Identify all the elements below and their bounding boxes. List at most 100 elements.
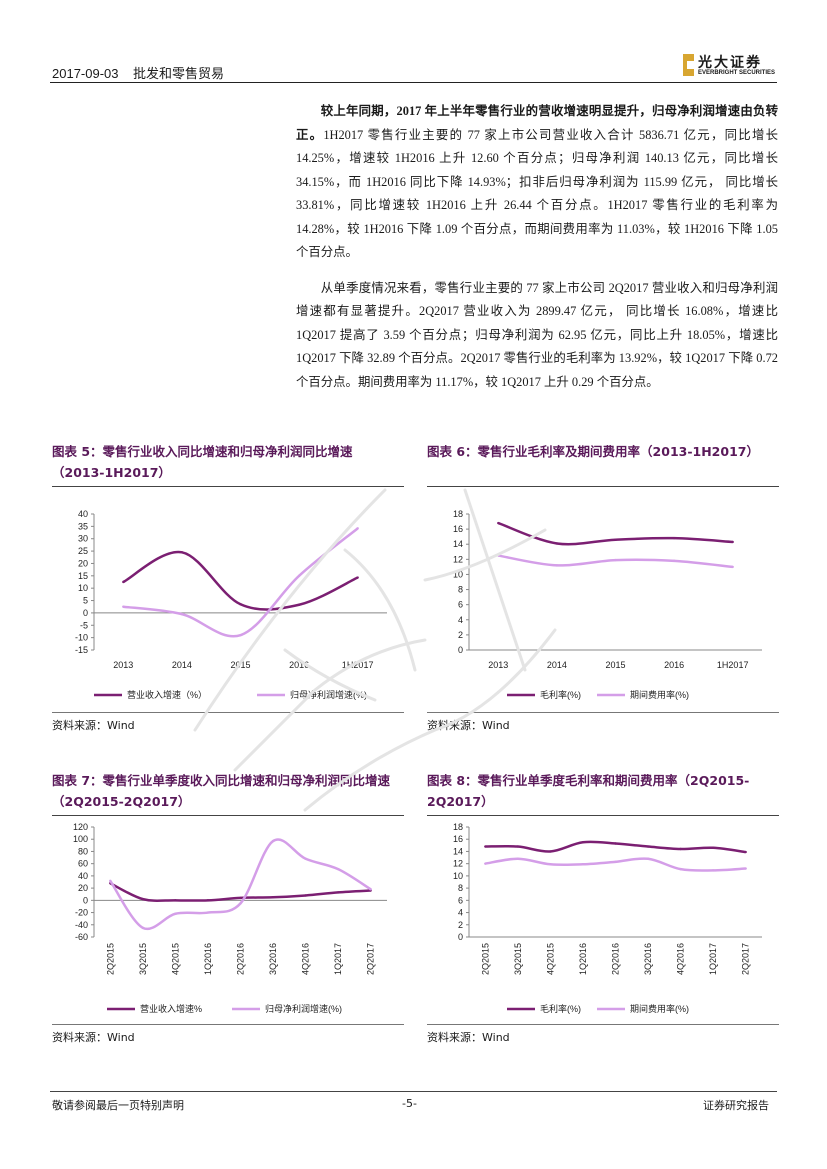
logo-name-en: EVERBRIGHT SECURITIES <box>698 70 776 76</box>
fig7-series-2-point <box>109 879 112 882</box>
fig5-series-2-point <box>239 633 242 637</box>
fig7-y-tick-label: -20 <box>75 908 88 918</box>
fig8-series-2-point <box>646 857 650 860</box>
fig6-y-tick-label: 0 <box>458 645 463 655</box>
paragraph-1-body: 1H2017 零售行业主要的 77 家上市公司营业收入合计 5836.71 亿元… <box>296 127 779 260</box>
fig6-y-tick-label: 2 <box>458 630 463 640</box>
fig8-source: 资料来源：Wind <box>427 1031 510 1044</box>
fig6-series-1-point <box>731 540 734 544</box>
fig5-y-tick-label: 5 <box>83 596 88 606</box>
fig6-series-2-point <box>672 559 676 563</box>
fig8-legend-label-2: 期间费用率(%) <box>630 1003 689 1014</box>
fig5-y-tick-label: 10 <box>78 583 88 593</box>
fig8-series-2-point <box>679 867 682 871</box>
fig6-legend-label-2: 期间费用率(%) <box>630 689 689 700</box>
fig8-series-2-point <box>744 867 747 870</box>
fig7-y-tick-label: -60 <box>75 932 88 942</box>
fig6-legend-label-1: 毛利率(%) <box>540 689 581 700</box>
fig8-y-tick-label: 18 <box>453 822 463 832</box>
fig7-source: 资料来源：Wind <box>52 1031 135 1044</box>
fig8-title: 图表 8：零售行业单季度毛利率和期间费用率（2Q2015-2Q2017） <box>427 773 750 809</box>
fig7-series-1-point <box>336 891 340 894</box>
fig6-series-1-point <box>555 542 559 545</box>
fig5-series-2-point <box>180 612 184 616</box>
fig6-y-tick-label: 4 <box>458 615 463 625</box>
fig8-x-tick-label: 2Q2016 <box>611 943 621 975</box>
fig5-series-1-point <box>356 576 359 579</box>
fig7-series-1-point <box>271 896 275 899</box>
fig8-series-2-point <box>484 862 487 865</box>
paragraph-1: 较上年同期，2017 年上半年零售行业的营收增速明显提升，归母净利润增速由负转正… <box>296 100 778 265</box>
fig7-series-2-point <box>239 902 242 905</box>
fig7-series-1-point <box>239 896 242 900</box>
fig6-y-tick-label: 10 <box>453 569 463 579</box>
fig8-series-2-point <box>614 860 617 864</box>
fig5-y-tick-label: 15 <box>78 571 88 581</box>
logo-mark-cutout <box>687 61 694 69</box>
fig5-series-1-point <box>180 551 184 554</box>
fig7-y-tick-label: 80 <box>78 846 88 856</box>
fig7-x-tick-label: 3Q2016 <box>268 943 278 975</box>
fig6-series-2-point <box>555 564 559 567</box>
fig7-x-tick-label: 4Q2015 <box>170 943 180 975</box>
fig5-y-tick-label: -15 <box>75 645 88 655</box>
fig8-y-tick-label: 4 <box>458 908 463 918</box>
fig7-x-tick-label: 1Q2017 <box>333 943 343 975</box>
fig7-x-tick-label: 3Q2015 <box>138 943 148 975</box>
fig7-series-2-point <box>141 926 145 930</box>
fig5-legend-label-1: 营业收入增速（%） <box>127 689 207 700</box>
fig7-y-tick-label: 0 <box>83 895 88 905</box>
fig7-y-tick-label: 100 <box>73 834 88 844</box>
fig5-y-tick-label: 20 <box>78 558 88 568</box>
fig8-series-1-point <box>679 847 682 851</box>
fig6-series-2-point <box>731 565 734 569</box>
fig5-x-tick-label: 2016 <box>289 660 309 670</box>
fig8-series-1-point <box>484 845 487 848</box>
fig7-x-tick-label: 2Q2015 <box>105 943 115 975</box>
fig5-y-tick-label: 0 <box>83 608 88 618</box>
fig5-title: 图表 5：零售行业收入同比增速和归母净利润同比增速（2013-1H2017） <box>52 444 353 480</box>
fig5-y-tick-label: 40 <box>78 509 88 519</box>
header-date-section: 2017-09-03 批发和零售贸易 <box>52 66 224 81</box>
fig8-x-tick-label: 3Q2015 <box>513 943 523 975</box>
header-rule <box>50 82 777 83</box>
fig8-y-tick-label: 8 <box>458 883 463 893</box>
fig7-legend-label-2: 归母净利润增速(%) <box>265 1003 342 1014</box>
fig6-chart: 18 16 14 12 10 8 6 4 2 0 2013 2014 2015 2016 1H2017 毛利率… <box>453 509 762 700</box>
fig8-series-1-point <box>549 850 552 853</box>
fig7-legend-label-1: 营业收入增速% <box>140 1003 202 1014</box>
fig8-y-tick-label: 0 <box>458 932 463 942</box>
fig7-y-tick-label: 120 <box>73 822 88 832</box>
fig8-series-1-point <box>516 845 520 848</box>
fig8-series-1-point <box>744 850 747 854</box>
fig8-x-tick-label: 3Q2016 <box>643 943 653 975</box>
fig8-series-2-point <box>581 863 585 866</box>
fig5-series-line-2 <box>123 527 359 638</box>
fig7-chart: 120 100 80 60 40 20 0 -20 -40 -60 2Q2015 3Q2015 4Q20… <box>73 822 387 1014</box>
fig5-y-tick-label: -5 <box>80 620 88 630</box>
fig6-series-2-point <box>614 558 617 562</box>
fig5-y-tick-label: 30 <box>78 534 88 544</box>
paragraph-2: 从单季度情况来看，零售行业主要的 77 家上市公司 2Q2017 营业收入和归母… <box>296 280 778 389</box>
fig7-series-2-point <box>174 912 177 915</box>
fig6-series-1-point <box>497 521 500 525</box>
fig7-series-2-point <box>369 888 372 891</box>
fig6-source: 资料来源：Wind <box>427 719 510 732</box>
fig6-x-tick-label: 2014 <box>547 660 567 670</box>
fig6-x-tick-label: 1H2017 <box>717 660 749 670</box>
fig5-series-2-point <box>356 527 359 530</box>
fig5-series-2-point <box>297 574 301 578</box>
fig8-y-tick-label: 10 <box>453 871 463 881</box>
fig7-top-rule <box>52 815 404 816</box>
fig8-series-2-point <box>549 863 552 866</box>
fig5-y-tick-label: 35 <box>78 521 88 531</box>
fig6-x-tick-label: 2015 <box>605 660 625 670</box>
fig6-y-tick-label: 16 <box>453 524 463 534</box>
body-text: 较上年同期，2017 年上半年零售行业的营收增速明显提升，归母净利润增速由负转正… <box>296 100 778 406</box>
fig6-y-tick-label: 6 <box>458 600 463 610</box>
fig7-y-tick-label: 40 <box>78 871 88 881</box>
fig6-title: 图表 6：零售行业毛利率及期间费用率（2013-1H2017） <box>427 444 759 459</box>
fig8-series-2-point <box>711 869 715 872</box>
fig6-x-tick-label: 2013 <box>488 660 508 670</box>
